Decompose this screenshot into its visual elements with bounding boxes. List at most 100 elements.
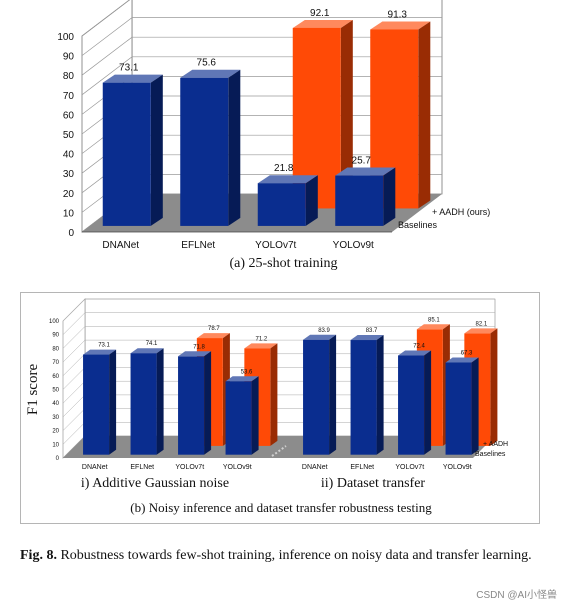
gridline — [62, 312, 495, 335]
bar-side — [251, 376, 259, 455]
baseline-bar — [83, 349, 117, 455]
aadh-data-label: 92.1 — [310, 8, 330, 19]
gridline — [62, 326, 495, 349]
y-tick-label: 80 — [52, 346, 59, 352]
bar-top — [196, 333, 230, 339]
bar-top — [464, 328, 498, 334]
baseline-bar-group — [225, 376, 259, 455]
y-tick-label: 0 — [56, 456, 60, 462]
bar-front — [225, 381, 252, 455]
bar-side — [228, 69, 241, 226]
bar-side — [471, 357, 479, 455]
baseline-bar — [335, 167, 396, 226]
bar-side — [305, 175, 318, 226]
chart-b-caption: (b) Noisy inference and dataset transfer… — [130, 500, 432, 515]
baseline-bar — [102, 74, 163, 226]
watermark: CSDN @AI小怪兽 — [476, 590, 557, 601]
baseline-data-label: 73.1 — [119, 63, 139, 74]
baseline-bar-group — [445, 357, 479, 455]
bar-front — [83, 354, 110, 455]
x-tick-label: YOLOv9t — [443, 464, 472, 471]
y-tick-label: 30 — [52, 415, 59, 421]
y-tick-label: 40 — [63, 150, 75, 161]
baseline-bar — [445, 357, 479, 455]
y-tick-label: 10 — [63, 208, 75, 219]
aadh-data-label: 71.2 — [256, 336, 268, 342]
bar-side — [418, 21, 431, 209]
legend-baselines: Baselines — [475, 451, 506, 458]
baseline-data-label: 72.4 — [413, 344, 425, 350]
figure-label: Fig. 8. — [20, 548, 57, 563]
baseline-bar-group — [335, 167, 396, 226]
aadh-data-label: 78.7 — [208, 326, 220, 332]
chart-b-subcaption-noise: i) Additive Gaussian noise — [80, 476, 230, 491]
chart-b-panel: 0 10 20 30 40 50 60 70 80 90 100 F1 score 78.7 71.2 73… — [20, 292, 540, 524]
bar-top — [292, 19, 353, 28]
baseline-bar-group — [178, 351, 212, 455]
y-tick-label: 40 — [52, 401, 59, 407]
bar-top — [350, 335, 384, 340]
bar-front — [398, 355, 425, 455]
baseline-data-label: 67.3 — [461, 350, 473, 356]
baseline-bar-group — [180, 69, 241, 226]
y-tick-label: 70 — [63, 91, 75, 102]
y-tick-label: 90 — [63, 52, 75, 63]
gridline — [81, 17, 442, 56]
bar-side — [340, 19, 353, 209]
baseline-bar — [225, 376, 259, 455]
y-tick-label: 70 — [52, 360, 59, 366]
bar-side — [270, 343, 278, 446]
y-tick-label: 50 — [63, 130, 75, 141]
x-tick-label: DNANet — [102, 240, 139, 251]
y-tick-label: 100 — [57, 32, 74, 43]
bar-front — [180, 77, 229, 226]
y-tick-label: 20 — [63, 189, 75, 200]
baseline-bar — [130, 348, 164, 455]
baseline-bar-group — [130, 348, 164, 455]
baseline-data-label: 75.6 — [197, 58, 217, 69]
bar-front — [350, 340, 377, 455]
gridline — [81, 0, 130, 37]
bar-side — [329, 334, 337, 455]
baseline-bar-group — [257, 175, 318, 226]
x-tick-label: YOLOv7t — [175, 464, 204, 471]
x-tick-label: YOLOv9t — [333, 240, 374, 251]
baseline-bar — [303, 334, 337, 455]
bar-front — [257, 183, 306, 226]
y-tick-label: 30 — [63, 169, 75, 180]
baseline-data-label: 25.7 — [352, 156, 372, 167]
bar-side — [424, 350, 432, 455]
bar-side — [150, 74, 163, 226]
baseline-data-label: 74.1 — [146, 341, 158, 347]
bar-top — [257, 175, 318, 184]
y-tick-label: 60 — [52, 374, 59, 380]
bar-front — [303, 339, 330, 455]
bar-top — [370, 21, 431, 30]
baseline-data-label: 53.6 — [241, 369, 253, 375]
bar-top — [416, 324, 450, 330]
x-tick-label: EFLNet — [350, 464, 374, 471]
y-tick-label: 100 — [49, 319, 60, 325]
y-tick-label: 90 — [52, 333, 59, 339]
bar-side — [490, 328, 498, 446]
y-tick-label: 50 — [52, 388, 59, 394]
baseline-bar-group — [102, 74, 163, 226]
bar-side — [383, 167, 396, 226]
chart-a: 0 10 20 30 40 50 60 70 80 90 100 92.1 91.3 73.1 DNANet… — [57, 0, 490, 251]
x-tick-label: EFLNet — [130, 464, 154, 471]
baseline-bar — [180, 69, 241, 226]
floor — [63, 436, 495, 458]
bar-front — [445, 362, 472, 455]
bar-top — [102, 74, 163, 83]
y-tick-label: 0 — [68, 228, 74, 239]
chart-b: 0 10 20 30 40 50 60 70 80 90 100 F1 score 78.7 71.2 73… — [25, 298, 508, 471]
x-tick-label: DNANet — [302, 464, 328, 471]
y-tick-label: 10 — [52, 442, 59, 448]
x-tick-label: DNANet — [82, 464, 108, 471]
baseline-data-label: 73.1 — [98, 343, 110, 349]
group-separator — [271, 445, 287, 457]
bar-top — [445, 357, 479, 363]
bar-front — [178, 356, 205, 455]
figure-caption-text: Robustness towards few-shot training, in… — [60, 548, 532, 563]
bar-front — [102, 82, 151, 226]
